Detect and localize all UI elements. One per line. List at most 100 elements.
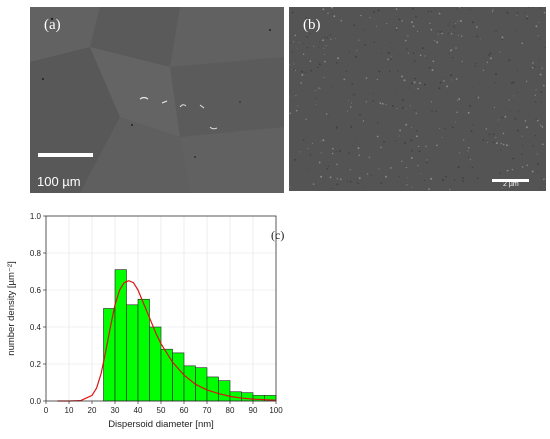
dispersoid-particle	[406, 184, 408, 186]
dispersoid-particle	[539, 124, 542, 126]
dark-speck	[380, 182, 383, 185]
dark-speck	[539, 7, 542, 9]
histogram-bar	[172, 352, 185, 402]
dark-speck	[491, 31, 493, 33]
dispersoid-particle	[417, 31, 419, 33]
dark-speck	[341, 136, 343, 138]
dark-speck	[336, 126, 338, 128]
dispersoid-particle	[432, 60, 435, 63]
dispersoid-particle	[332, 147, 334, 150]
scale-label-a: 100 µm	[37, 174, 81, 189]
y-tick-label: 0.8	[30, 249, 42, 258]
dispersoid-particle	[516, 15, 518, 17]
dispersoid-particle	[309, 60, 312, 62]
dark-speck	[319, 41, 320, 43]
dark-speck	[310, 69, 312, 72]
dark-speck	[409, 87, 411, 89]
dark-speck	[346, 180, 349, 182]
dark-speck	[499, 172, 501, 174]
dark-speck	[517, 129, 519, 132]
dispersoid-particle	[537, 35, 539, 37]
dark-speck	[495, 73, 497, 76]
dispersoid-particle	[369, 17, 371, 19]
dispersoid-particle	[455, 78, 458, 80]
dispersoid-particle	[405, 123, 408, 126]
dispersoid-particle	[458, 99, 460, 101]
dark-speck	[291, 51, 294, 53]
dark-speck	[329, 34, 331, 36]
dark-speck	[326, 167, 328, 170]
dark-speck	[378, 70, 381, 73]
dispersoid-particle	[336, 178, 338, 180]
x-axis-label: Dispersoid diameter [nm]	[108, 419, 214, 430]
x-tick-label: 90	[249, 406, 258, 415]
dispersoid-particle	[490, 57, 492, 60]
x-tick-label: 50	[157, 406, 166, 415]
dispersoid-particle	[411, 186, 413, 188]
dark-speck	[395, 140, 397, 142]
dark-speck	[451, 126, 454, 129]
dispersoid-particle	[526, 164, 528, 167]
dark-speck	[448, 22, 450, 24]
dispersoid-particle	[500, 142, 503, 145]
dispersoid-particle	[386, 23, 388, 25]
dispersoid-particle	[541, 143, 544, 146]
dispersoid-particle	[323, 76, 325, 79]
dispersoid-particle	[449, 188, 451, 191]
dark-speck	[331, 86, 333, 88]
dark-speck	[410, 139, 413, 142]
dispersoid-particle	[539, 73, 542, 76]
y-tick-label: 0.4	[30, 323, 42, 332]
dark-speck	[426, 57, 428, 59]
dark-speck	[506, 11, 509, 14]
dark-speck	[430, 10, 433, 13]
dispersoid-particle	[426, 159, 428, 161]
dispersoid-particle	[424, 55, 426, 57]
dispersoid-particle	[420, 173, 422, 174]
dispersoid-particle	[430, 101, 433, 103]
dark-speck	[539, 39, 540, 41]
histogram-bar	[114, 269, 127, 402]
dispersoid-particle	[417, 164, 419, 167]
dark-speck	[501, 39, 504, 41]
dark-speck	[373, 41, 375, 43]
dark-speck	[348, 152, 350, 154]
dark-speck	[467, 156, 469, 158]
dispersoid-particle	[461, 60, 463, 63]
dark-speck	[428, 66, 431, 69]
dark-speck	[488, 133, 491, 136]
dark-speck	[540, 91, 543, 93]
dispersoid-particle	[294, 69, 296, 71]
dispersoid-particle	[291, 69, 293, 71]
fit-curve	[57, 280, 277, 402]
dispersoid-particle	[508, 99, 510, 101]
dark-speck	[413, 60, 416, 62]
dispersoid-particle	[461, 35, 463, 37]
dispersoid-particle	[538, 21, 540, 23]
dark-speck	[516, 11, 519, 14]
dark-speck	[508, 59, 511, 62]
dispersoid-particle	[501, 187, 503, 189]
dispersoid-particle	[450, 33, 453, 35]
dispersoid-particle	[401, 75, 403, 78]
dispersoid-particle	[475, 26, 478, 28]
dispersoid-particle	[460, 20, 462, 22]
dispersoid-particle	[335, 37, 337, 39]
dark-speck	[532, 145, 534, 147]
dispersoid-particle	[410, 127, 413, 129]
dark-speck	[460, 7, 462, 9]
dispersoid-particle	[463, 139, 465, 141]
dark-speck	[411, 149, 413, 152]
dispersoid-particle	[356, 50, 358, 52]
dark-speck	[438, 87, 441, 90]
dispersoid-particle	[297, 105, 299, 107]
dispersoid-particle	[320, 152, 322, 154]
dark-speck	[492, 133, 495, 136]
dispersoid-particle	[349, 169, 351, 171]
dark-speck	[475, 62, 477, 65]
dark-speck	[372, 93, 374, 95]
dispersoid-particle	[543, 84, 545, 87]
dispersoid-particle	[501, 36, 504, 39]
dark-speck	[456, 7, 458, 9]
dispersoid-particle	[541, 67, 543, 69]
